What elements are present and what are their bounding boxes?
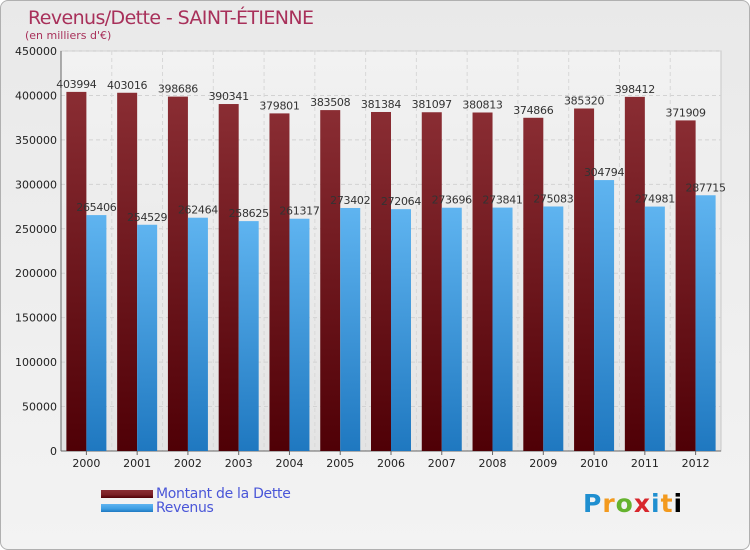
legend-swatch-dette bbox=[101, 490, 153, 498]
value-label-revenus: 287715 bbox=[686, 181, 726, 194]
x-tick-label: 2010 bbox=[580, 457, 608, 470]
legend-label-revenus: Revenus bbox=[156, 500, 214, 516]
bar-revenus bbox=[86, 215, 107, 451]
value-label-dette: 398412 bbox=[615, 83, 655, 96]
value-label-dette: 380813 bbox=[462, 98, 502, 111]
value-label-revenus: 275083 bbox=[533, 192, 573, 205]
y-tick-label: 300000 bbox=[15, 178, 57, 191]
bar-dette bbox=[371, 111, 391, 451]
x-tick-label: 2011 bbox=[631, 457, 659, 470]
value-label-dette: 374866 bbox=[513, 104, 553, 117]
bar-revenus bbox=[340, 207, 361, 451]
value-label-revenus: 261317 bbox=[279, 205, 319, 218]
bar-dette bbox=[523, 117, 544, 452]
bar-dette bbox=[117, 92, 138, 452]
value-label-revenus: 272064 bbox=[381, 195, 421, 208]
bar-dette bbox=[167, 96, 188, 452]
value-label-revenus: 274981 bbox=[635, 193, 675, 206]
x-tick-label: 2005 bbox=[326, 457, 354, 470]
value-label-dette: 379801 bbox=[259, 99, 299, 112]
value-label-dette: 398686 bbox=[158, 83, 198, 96]
x-tick-label: 2004 bbox=[275, 457, 303, 470]
value-label-dette: 381384 bbox=[361, 98, 401, 111]
legend-swatch-revenus bbox=[101, 504, 153, 512]
bar-revenus bbox=[391, 209, 411, 451]
bar-revenus bbox=[187, 217, 208, 451]
bar-dette bbox=[675, 120, 696, 452]
y-tick-label: 450000 bbox=[15, 45, 57, 58]
value-label-revenus: 273696 bbox=[432, 194, 472, 207]
value-label-revenus: 262464 bbox=[178, 204, 218, 217]
value-label-revenus: 265406 bbox=[76, 201, 116, 214]
bar-revenus bbox=[695, 195, 716, 451]
x-tick-label: 2009 bbox=[529, 457, 557, 470]
x-tick-label: 2001 bbox=[123, 457, 151, 470]
value-label-dette: 403016 bbox=[107, 79, 147, 92]
bar-revenus bbox=[492, 207, 513, 451]
value-label-dette: 403994 bbox=[56, 78, 96, 91]
y-tick-label: 100000 bbox=[15, 356, 57, 369]
x-tick-label: 2012 bbox=[682, 457, 710, 470]
y-tick-label: 150000 bbox=[15, 312, 57, 325]
bar-revenus bbox=[238, 221, 259, 451]
value-label-dette: 385320 bbox=[564, 94, 604, 107]
bar-revenus bbox=[644, 206, 665, 451]
x-tick-label: 2007 bbox=[428, 457, 456, 470]
y-tick-label: 250000 bbox=[15, 223, 57, 236]
bar-dette bbox=[574, 108, 595, 451]
bar-revenus bbox=[289, 218, 310, 451]
value-label-revenus: 304794 bbox=[584, 166, 624, 179]
value-label-dette: 383508 bbox=[310, 96, 350, 109]
bar-revenus bbox=[543, 206, 564, 451]
legend-label-dette: Montant de la Dette bbox=[156, 486, 291, 502]
bar-revenus bbox=[594, 180, 615, 451]
y-tick-label: 350000 bbox=[15, 134, 57, 147]
y-tick-label: 200000 bbox=[15, 267, 57, 280]
y-tick-label: 400000 bbox=[15, 89, 57, 102]
bar-revenus bbox=[137, 224, 158, 451]
bar-dette bbox=[218, 104, 239, 452]
bar-dette bbox=[624, 96, 645, 451]
chart-subtitle: (en milliers d'€) bbox=[25, 29, 112, 42]
value-label-dette: 371909 bbox=[666, 106, 706, 119]
bar-dette bbox=[66, 91, 87, 451]
x-tick-label: 2006 bbox=[377, 457, 405, 470]
bar-revenus bbox=[441, 207, 462, 451]
x-tick-label: 2000 bbox=[72, 457, 100, 470]
chart-title: Revenus/Dette - SAINT-ÉTIENNE bbox=[28, 7, 314, 29]
x-tick-label: 2002 bbox=[174, 457, 202, 470]
value-label-revenus: 273841 bbox=[482, 194, 522, 207]
bar-dette bbox=[320, 110, 341, 451]
bar-dette bbox=[269, 113, 290, 451]
value-label-revenus: 254529 bbox=[127, 211, 167, 224]
bar-dette bbox=[472, 112, 493, 451]
value-label-revenus: 258625 bbox=[229, 207, 269, 220]
bar-dette bbox=[421, 112, 442, 452]
x-tick-label: 2008 bbox=[479, 457, 507, 470]
value-label-dette: 390341 bbox=[209, 90, 249, 103]
y-tick-label: 50000 bbox=[22, 401, 57, 414]
value-label-dette: 381097 bbox=[412, 98, 452, 111]
y-tick-label: 0 bbox=[50, 445, 57, 458]
x-tick-label: 2003 bbox=[225, 457, 253, 470]
value-label-revenus: 273402 bbox=[330, 194, 370, 207]
proxiti-logo: Proxiti bbox=[583, 489, 684, 518]
